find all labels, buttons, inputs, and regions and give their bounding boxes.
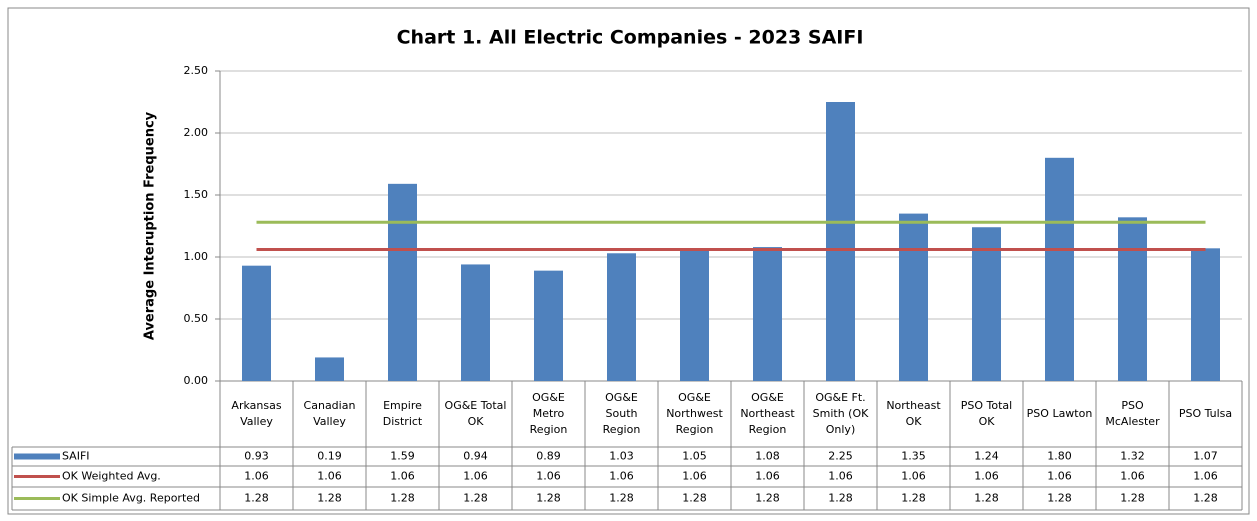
table-value: 1.06 <box>901 470 926 483</box>
y-tick-label: 2.50 <box>184 64 209 77</box>
table-value: 1.32 <box>1120 450 1145 463</box>
table-value: 1.28 <box>682 492 707 505</box>
table-value: 1.28 <box>609 492 634 505</box>
x-tick-label: OG&E Northwest Region <box>666 391 723 436</box>
table-value: 1.28 <box>755 492 780 505</box>
x-tick-label: OG&E Ft. Smith (OK Only) <box>812 391 869 436</box>
y-tick-label: 0.00 <box>184 374 209 387</box>
bar <box>753 247 782 381</box>
table-value: 1.06 <box>974 470 999 483</box>
x-tick-label: Empire District <box>382 399 423 428</box>
bar <box>1118 217 1147 381</box>
y-tick-label: 2.00 <box>184 126 209 139</box>
y-tick-label: 1.00 <box>184 250 209 263</box>
legend-label: SAIFI <box>62 450 90 463</box>
x-tick-label: PSO McAlester <box>1105 399 1160 428</box>
x-tick-label: OG&E Metro Region <box>529 391 568 436</box>
table-value: 1.28 <box>317 492 342 505</box>
y-tick-label: 0.50 <box>184 312 209 325</box>
table-value: 1.03 <box>609 450 634 463</box>
x-tick-label: Arkansas Valley <box>231 399 282 428</box>
table-value: 0.94 <box>463 450 488 463</box>
table-value: 1.06 <box>463 470 488 483</box>
bar <box>972 227 1001 381</box>
x-tick-label: PSO Lawton <box>1026 407 1093 420</box>
table-value: 1.28 <box>536 492 561 505</box>
legend-swatch <box>14 453 60 460</box>
table-value: 1.06 <box>609 470 634 483</box>
table-value: 1.06 <box>1193 470 1218 483</box>
table-value: 1.06 <box>390 470 415 483</box>
bar <box>388 183 417 381</box>
bar <box>315 357 344 381</box>
table-value: 1.28 <box>244 492 269 505</box>
chart-title: Chart 1. All Electric Companies - 2023 S… <box>397 27 864 49</box>
bar <box>607 253 636 381</box>
x-tick-label: Northeast OK <box>886 399 941 428</box>
table-value: 1.28 <box>828 492 853 505</box>
table-value: 1.05 <box>682 450 707 463</box>
table-value: 1.28 <box>390 492 415 505</box>
table-value: 1.35 <box>901 450 926 463</box>
bar <box>534 270 563 381</box>
table-value: 1.28 <box>901 492 926 505</box>
x-tick-label: OG&E Northeast Region <box>740 391 795 436</box>
x-tick-label: OG&E South Region <box>602 391 641 436</box>
x-tick-label: PSO Tulsa <box>1178 407 1233 420</box>
table-value: 1.06 <box>682 470 707 483</box>
y-axis-label: Average Interuption Frequency <box>143 111 158 340</box>
table-value: 1.06 <box>1047 470 1072 483</box>
chart-border <box>7 7 1250 515</box>
table-value: 1.28 <box>1193 492 1218 505</box>
table-value: 1.06 <box>244 470 269 483</box>
bar <box>899 213 928 381</box>
x-tick-label: OG&E Total OK <box>444 399 507 428</box>
bar <box>1045 157 1074 381</box>
bar <box>1191 248 1220 381</box>
table-value: 1.80 <box>1047 450 1072 463</box>
bar <box>826 102 855 381</box>
bar <box>680 250 709 381</box>
table-value: 0.93 <box>244 450 269 463</box>
table-value: 2.25 <box>828 450 853 463</box>
table-value: 1.06 <box>1120 470 1145 483</box>
bar <box>242 265 271 381</box>
table-value: 1.06 <box>317 470 342 483</box>
table-value: 1.28 <box>1047 492 1072 505</box>
bar <box>461 264 490 381</box>
table-value: 1.28 <box>1120 492 1145 505</box>
table-value: 1.06 <box>755 470 780 483</box>
table-value: 1.28 <box>974 492 999 505</box>
table-value: 1.06 <box>536 470 561 483</box>
x-tick-label: Canadian Valley <box>303 399 356 428</box>
table-value: 1.07 <box>1193 450 1218 463</box>
table-value: 0.19 <box>317 450 342 463</box>
table-value: 1.59 <box>390 450 415 463</box>
table-value: 1.06 <box>828 470 853 483</box>
x-tick-label: PSO Total OK <box>960 399 1013 428</box>
table-value: 1.08 <box>755 450 780 463</box>
table-value: 0.89 <box>536 450 561 463</box>
table-value: 1.28 <box>463 492 488 505</box>
legend-label: OK Simple Avg. Reported <box>62 492 200 505</box>
legend-label: OK Weighted Avg. <box>62 470 161 483</box>
table-value: 1.24 <box>974 450 999 463</box>
y-tick-label: 1.50 <box>184 188 209 201</box>
